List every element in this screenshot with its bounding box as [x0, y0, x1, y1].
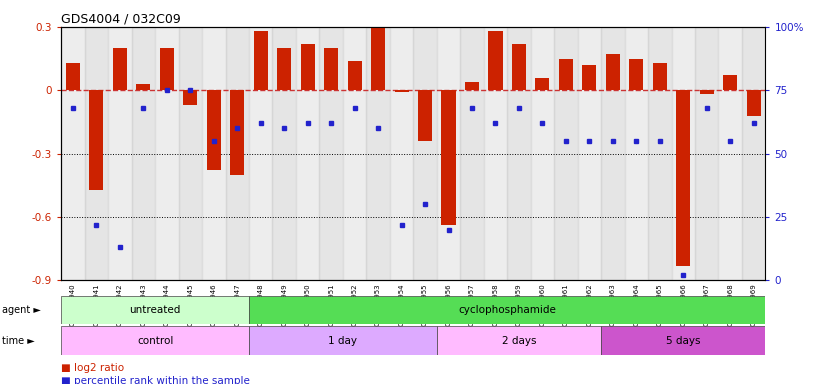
Bar — [184, 90, 197, 105]
Bar — [437, 27, 460, 280]
Bar — [605, 55, 620, 90]
Bar — [512, 44, 526, 90]
Bar — [554, 27, 578, 280]
Bar — [583, 65, 596, 90]
Bar — [695, 27, 718, 280]
Bar — [324, 48, 338, 90]
Bar — [718, 27, 742, 280]
Bar — [723, 76, 737, 90]
Bar — [629, 59, 643, 90]
Bar — [296, 27, 319, 280]
Bar — [109, 27, 131, 280]
Bar — [66, 63, 80, 90]
Bar — [747, 90, 761, 116]
Bar — [113, 48, 127, 90]
Text: untreated: untreated — [130, 305, 181, 315]
Bar — [348, 61, 361, 90]
Text: 5 days: 5 days — [666, 336, 700, 346]
Bar — [653, 63, 667, 90]
Text: control: control — [137, 336, 173, 346]
Bar — [230, 90, 244, 175]
Bar — [343, 27, 366, 280]
Bar — [530, 27, 554, 280]
Text: agent ►: agent ► — [2, 305, 41, 315]
Bar — [441, 90, 455, 225]
Bar — [394, 90, 409, 93]
Bar — [90, 90, 104, 190]
Bar — [249, 326, 437, 355]
Bar — [277, 48, 291, 90]
Bar — [300, 44, 315, 90]
Text: GDS4004 / 032C09: GDS4004 / 032C09 — [61, 13, 181, 26]
Bar — [676, 90, 690, 266]
Text: ■ log2 ratio: ■ log2 ratio — [61, 363, 124, 373]
Text: time ►: time ► — [2, 336, 34, 346]
Bar — [535, 78, 549, 90]
Bar — [601, 27, 624, 280]
Text: 2 days: 2 days — [502, 336, 536, 346]
Bar — [249, 296, 765, 324]
Bar — [418, 90, 432, 141]
Bar — [131, 27, 155, 280]
Bar — [508, 27, 530, 280]
Bar — [578, 27, 601, 280]
Text: cyclophosphamide: cyclophosphamide — [459, 305, 557, 315]
Bar — [559, 59, 573, 90]
Bar — [273, 27, 296, 280]
Bar — [85, 27, 109, 280]
Bar — [371, 27, 385, 90]
Bar — [460, 27, 484, 280]
Bar — [601, 326, 765, 355]
Bar — [61, 27, 85, 280]
Bar — [484, 27, 508, 280]
Bar — [136, 84, 150, 90]
Bar — [437, 326, 601, 355]
Bar — [202, 27, 225, 280]
Bar — [413, 27, 437, 280]
Bar — [465, 82, 479, 90]
Bar — [319, 27, 343, 280]
Bar — [155, 27, 179, 280]
Bar — [254, 31, 268, 90]
Text: ■ percentile rank within the sample: ■ percentile rank within the sample — [61, 376, 250, 384]
Bar — [249, 27, 273, 280]
Bar — [390, 27, 413, 280]
Bar — [366, 27, 390, 280]
Bar — [61, 326, 249, 355]
Bar — [160, 48, 174, 90]
Text: 1 day: 1 day — [328, 336, 357, 346]
Bar — [699, 90, 714, 94]
Bar — [225, 27, 249, 280]
Bar — [206, 90, 221, 170]
Bar — [648, 27, 672, 280]
Bar — [742, 27, 765, 280]
Bar — [624, 27, 648, 280]
Bar — [672, 27, 695, 280]
Bar — [179, 27, 202, 280]
Bar — [61, 296, 249, 324]
Bar — [489, 31, 503, 90]
